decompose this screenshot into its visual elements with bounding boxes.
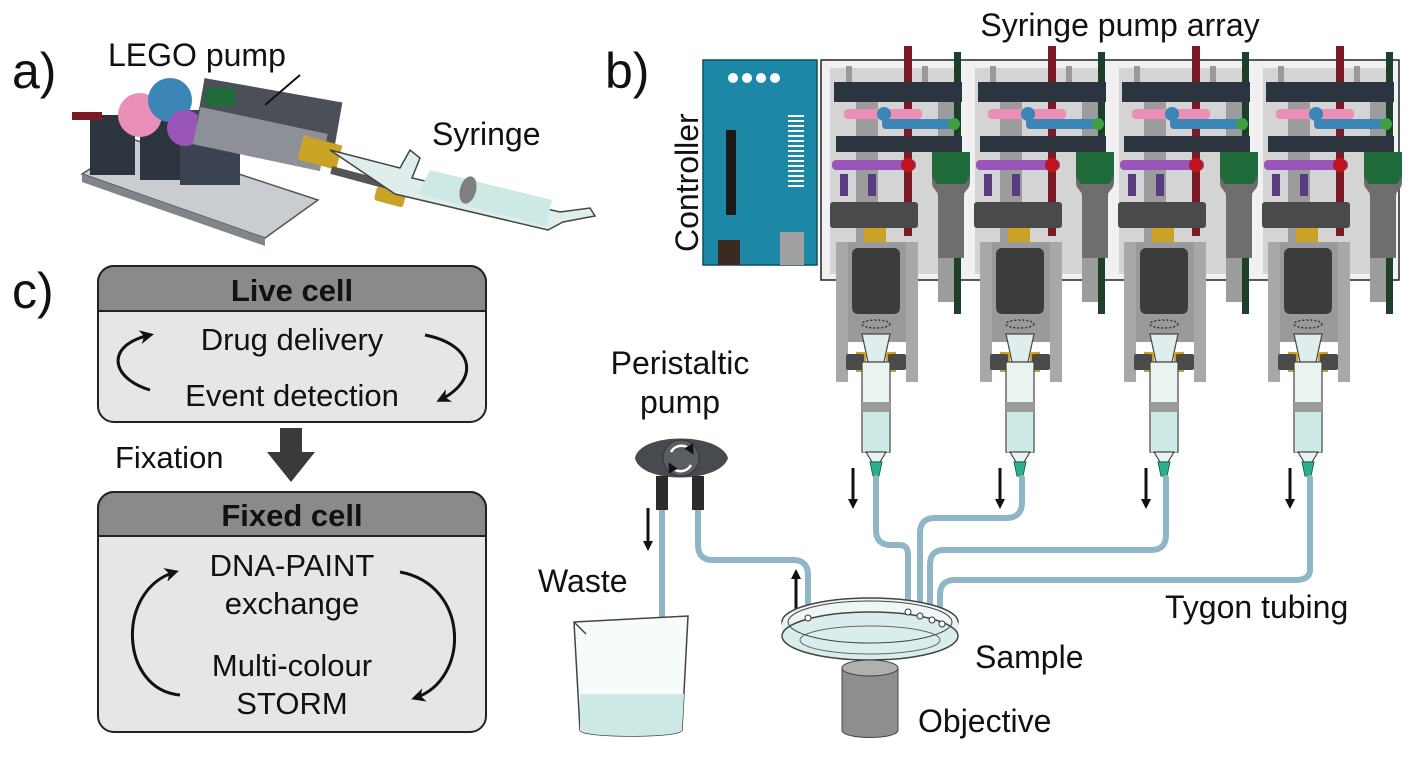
lego-pump-pointer <box>264 74 301 106</box>
fixation-label: Fixation <box>115 440 224 475</box>
tygon-tubing-label: Tygon tubing <box>1165 589 1348 625</box>
cycle-arrow-left <box>116 330 154 392</box>
tygon-tubing <box>659 475 1313 713</box>
waste-beaker <box>573 615 689 737</box>
cycle-arrow-left <box>130 568 181 697</box>
dna-paint-label: DNA-PAINT <box>210 548 375 583</box>
panel-a-letter: a) <box>12 43 56 99</box>
peristaltic-label-line2: pump <box>640 384 720 420</box>
multi-colour-label: Multi-colour <box>212 648 372 683</box>
syringe-pump-4 <box>1261 45 1403 477</box>
controller-board <box>702 59 818 266</box>
array-title: Syringe pump array <box>980 7 1259 43</box>
peristaltic-label-line1: Peristaltic <box>611 345 750 381</box>
syringe-label: Syringe <box>432 116 541 152</box>
lego-pump-label: LEGO pump <box>108 37 286 73</box>
sample-dish <box>781 597 959 661</box>
live-cell-box: Live cell Drug delivery Event detection <box>97 265 487 423</box>
cycle-arrow-right <box>399 570 457 702</box>
lego-pump-illustration <box>72 78 406 246</box>
panel-c-letter: c) <box>12 263 54 319</box>
fixed-cell-header: Fixed cell <box>221 498 362 533</box>
live-cell-header: Live cell <box>231 273 353 308</box>
peristaltic-pump <box>635 438 728 510</box>
cycle-arrow-right <box>424 333 469 402</box>
objective-label: Objective <box>918 703 1051 739</box>
controller-label: Controller <box>669 113 705 252</box>
panel-b-letter: b) <box>605 43 649 99</box>
fixation-arrow <box>267 428 315 482</box>
fixed-cell-box: Fixed cell DNA-PAINT exchange Multi-colo… <box>97 491 487 733</box>
exchange-label: exchange <box>225 586 359 621</box>
syringe-pump-2 <box>973 45 1115 477</box>
flow-arrows <box>643 468 1295 610</box>
waste-label: Waste <box>538 563 628 599</box>
drug-delivery-label: Drug delivery <box>201 322 384 357</box>
syringe-pump-array <box>820 45 1403 477</box>
storm-label: STORM <box>236 686 347 721</box>
sample-label: Sample <box>975 639 1084 675</box>
objective <box>841 659 899 738</box>
syringe-pump-1 <box>829 45 971 477</box>
event-detection-label: Event detection <box>185 378 399 413</box>
syringe-pump-3 <box>1117 45 1259 477</box>
syringe-illustration <box>329 148 597 231</box>
fixation-step: Fixation <box>115 428 315 482</box>
